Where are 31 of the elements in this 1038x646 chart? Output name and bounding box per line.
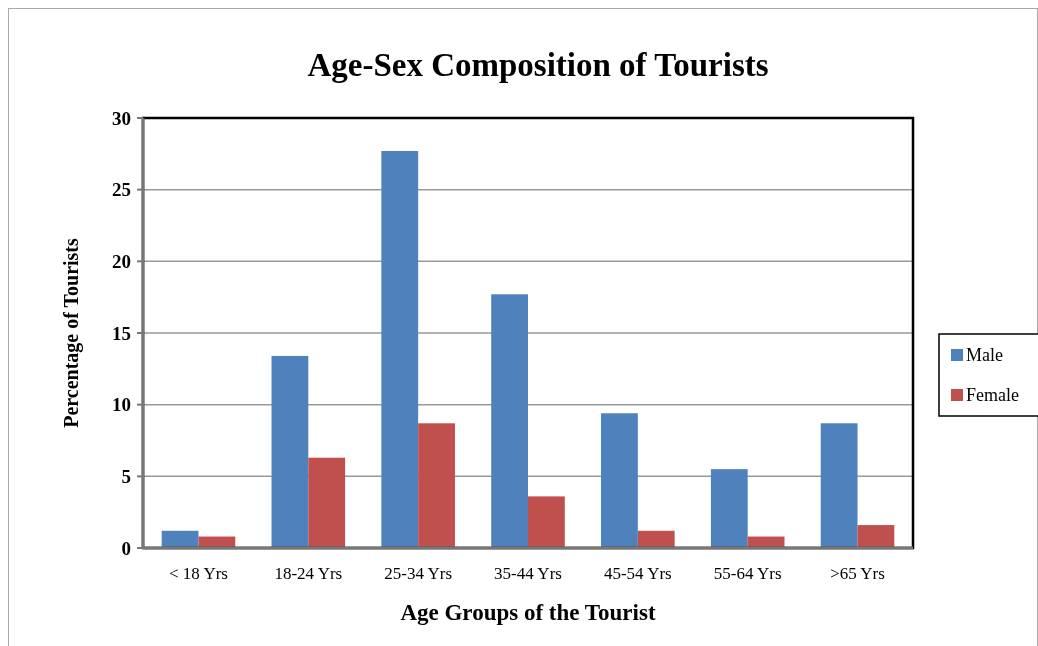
legend-label: Male [966,345,1003,366]
bar [381,150,419,548]
bar [637,530,675,548]
bar [491,294,528,548]
bar [418,423,455,548]
bar [528,496,565,548]
x-tick-label: 25-34 Yrs [384,564,453,583]
bar [710,469,748,548]
bar [161,530,199,548]
legend-label: Female [966,385,1019,406]
y-axis-title: Percentage of Tourists [60,237,83,428]
x-tick-label: < 18 Yrs [168,564,228,583]
x-tick-label: 45-54 Yrs [603,564,672,583]
chart-title: Age-Sex Composition of Tourists [307,47,769,83]
x-tick-label: 55-64 Yrs [713,564,782,583]
x-axis-title: Age Groups of the Tourist [400,600,656,625]
x-tick-label: >65 Yrs [830,564,885,583]
y-tick-label: 5 [121,465,131,487]
y-tick-label: 15 [112,322,131,344]
x-tick-label: 35-44 Yrs [494,564,562,583]
y-tick-label: 20 [112,250,131,272]
bar [820,423,858,548]
bar [857,525,895,548]
y-tick-label: 10 [112,394,131,416]
y-tick-label: 0 [121,537,131,559]
bar [271,355,309,548]
bar [601,413,638,548]
y-tick-label: 25 [112,179,131,201]
y-tick-label: 30 [112,107,131,129]
x-tick-label: 18-24 Yrs [274,564,343,583]
bar [308,457,346,548]
